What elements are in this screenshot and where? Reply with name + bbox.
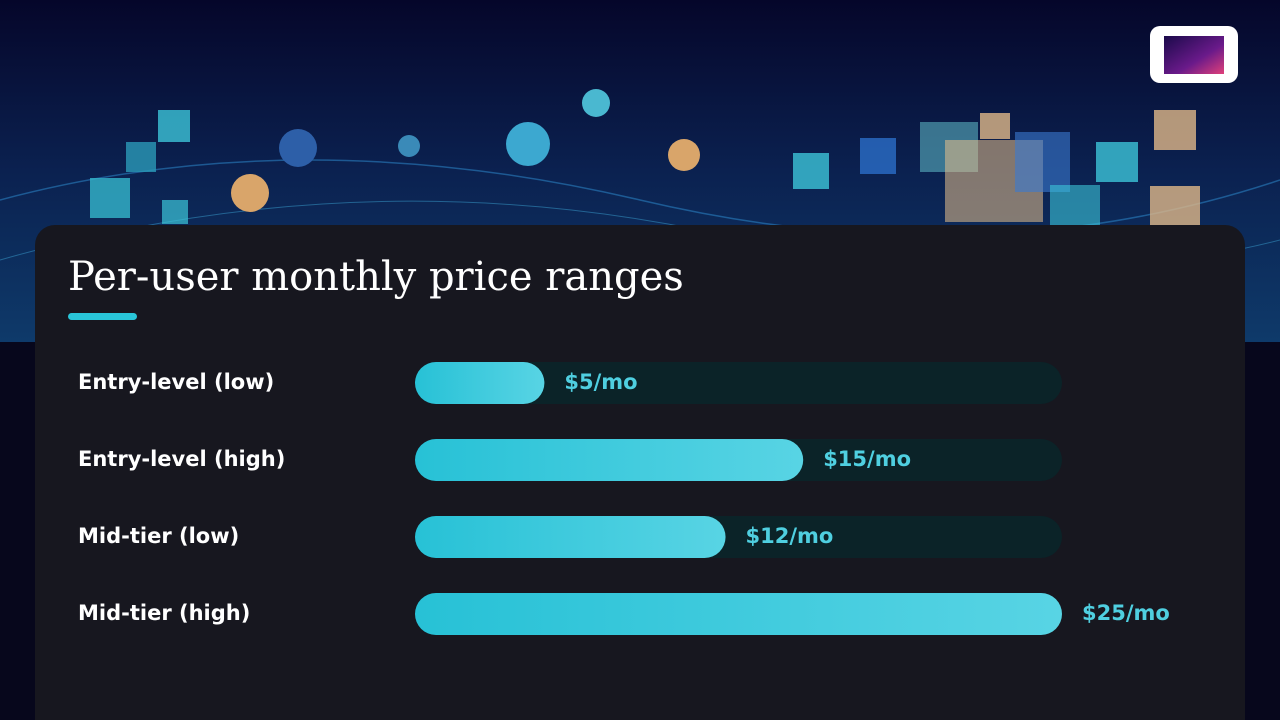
category-label: Entry-level (high) <box>78 447 285 471</box>
category-label: Entry-level (low) <box>78 370 274 394</box>
category-label: Mid-tier (high) <box>78 601 250 625</box>
title-accent <box>68 313 137 320</box>
bar <box>415 362 545 404</box>
bar-track <box>415 362 1062 404</box>
logo <box>1150 26 1238 83</box>
chart-title: Per-user monthly price ranges <box>68 254 684 300</box>
value-label: $25/mo <box>1082 601 1170 625</box>
value-label: $5/mo <box>564 370 637 394</box>
category-label: Mid-tier (low) <box>78 524 239 548</box>
bar <box>415 439 804 481</box>
value-label: $12/mo <box>746 524 834 548</box>
bar <box>415 516 726 558</box>
plot: Entry-level (low) $5/mo Entry-level (high)… <box>78 362 1170 635</box>
bar <box>415 593 1062 635</box>
value-label: $15/mo <box>823 447 911 471</box>
